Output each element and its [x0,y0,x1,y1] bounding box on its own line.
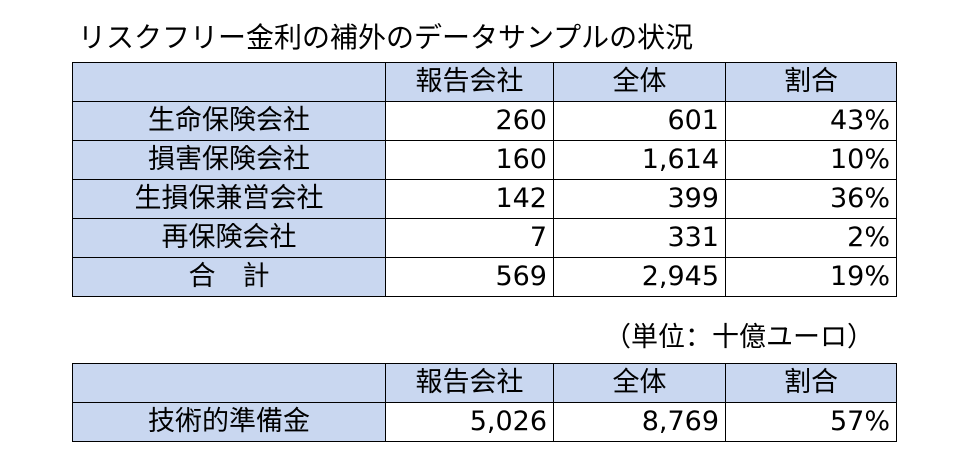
header-ratio: 割合 [725,363,897,403]
header-total: 全体 [553,363,726,403]
header-ratio: 割合 [725,62,897,102]
table-total-row: 合 計 569 2,945 19% [72,257,897,297]
row-label: 生損保兼営会社 [72,179,386,219]
cell-reporting: 5,026 [385,402,554,442]
table-row: 技術的準備金 5,026 8,769 57% [72,402,897,442]
cell-ratio: 43% [725,101,897,141]
page-title: リスクフリー金利の補外のデータサンプルの状況 [78,21,694,54]
header-blank-cell [72,62,386,102]
row-label: 技術的準備金 [72,402,386,442]
table-row: 生命保険会社 260 601 43% [72,101,897,141]
cell-reporting: 142 [385,179,554,219]
cell-ratio: 36% [725,179,897,219]
header-total: 全体 [553,62,726,102]
table-header-row: 報告会社 全体 割合 [72,363,897,403]
cell-total: 8,769 [553,402,726,442]
cell-ratio: 10% [725,140,897,180]
header-reporting-companies: 報告会社 [385,363,554,403]
cell-reporting: 569 [385,257,554,297]
row-label: 生命保険会社 [72,101,386,141]
cell-ratio: 2% [725,218,897,258]
table-header-row: 報告会社 全体 割合 [72,62,897,102]
cell-ratio: 57% [725,402,897,442]
table-row: 生損保兼営会社 142 399 36% [72,179,897,219]
row-label: 損害保険会社 [72,140,386,180]
cell-total: 601 [553,101,726,141]
unit-note: （単位：十億ユーロ） [604,322,874,353]
header-blank-cell [72,363,386,403]
table-row: 再保険会社 7 331 2% [72,218,897,258]
cell-ratio: 19% [725,257,897,297]
technical-provisions-table: 報告会社 全体 割合 技術的準備金 5,026 8,769 57% [72,363,897,442]
cell-total: 331 [553,218,726,258]
row-label: 合 計 [72,257,386,297]
cell-reporting: 160 [385,140,554,180]
cell-reporting: 7 [385,218,554,258]
row-label: 再保険会社 [72,218,386,258]
cell-total: 1,614 [553,140,726,180]
sample-status-table: 報告会社 全体 割合 生命保険会社 260 601 43% 損害保険会社 160… [72,62,897,297]
cell-total: 2,945 [553,257,726,297]
header-reporting-companies: 報告会社 [385,62,554,102]
cell-reporting: 260 [385,101,554,141]
table-row: 損害保険会社 160 1,614 10% [72,140,897,180]
cell-total: 399 [553,179,726,219]
